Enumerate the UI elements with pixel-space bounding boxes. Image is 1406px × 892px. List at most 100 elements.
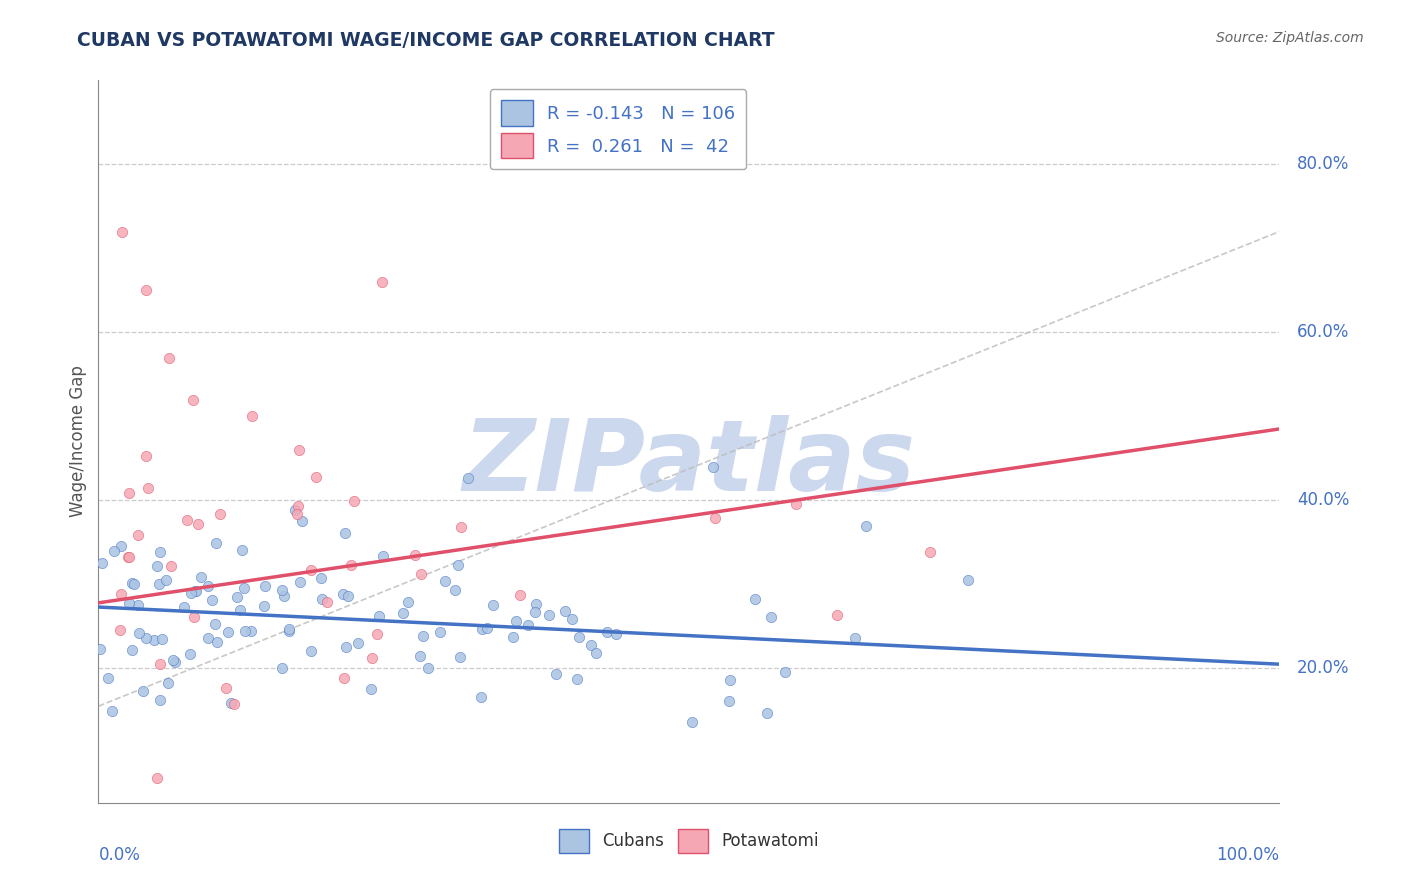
Point [229,603,252,617]
Point [145,559,167,574]
Point [111,225,134,239]
Point [702,459,724,474]
Point [450,519,472,533]
Point [197,632,219,646]
Point [567,672,589,686]
Point [179,647,201,661]
Point [581,638,603,652]
Point [190,570,212,584]
Point [502,630,524,644]
Text: 80.0%: 80.0% [1298,155,1350,173]
Point [299,563,322,577]
Point [226,591,249,605]
Point [333,671,356,685]
Point [291,514,314,528]
Text: ZIPatlas: ZIPatlas [463,415,915,512]
Point [254,579,277,593]
Point [180,586,202,600]
Point [744,591,766,606]
Point [183,610,205,624]
Point [481,599,503,613]
Point [457,471,479,485]
Point [162,653,184,667]
Point [554,604,576,618]
Point [271,582,294,597]
Point [596,625,619,640]
Point [110,587,132,601]
Point [332,587,354,601]
Point [585,646,607,660]
Text: 40.0%: 40.0% [1298,491,1350,509]
Point [155,573,177,587]
Point [343,494,366,508]
Point [347,636,370,650]
Point [523,605,546,619]
Point [149,657,172,671]
Point [366,627,388,641]
Point [207,635,229,649]
Point [605,626,627,640]
Point [418,661,440,675]
Point [135,631,157,645]
Point [288,574,311,589]
Point [785,497,807,511]
Text: 0.0%: 0.0% [98,847,141,864]
Point [148,577,170,591]
Point [108,623,131,637]
Point [360,682,382,697]
Point [285,507,308,521]
Point [505,614,527,628]
Text: 100.0%: 100.0% [1216,847,1279,864]
Point [150,632,173,646]
Legend: Cubans, Potawatomi: Cubans, Potawatomi [553,822,825,860]
Point [392,607,415,621]
Point [371,275,394,289]
Point [204,536,226,550]
Point [149,544,172,558]
Point [232,581,254,595]
Point [89,642,111,657]
Text: Source: ZipAtlas.com: Source: ZipAtlas.com [1216,31,1364,45]
Point [209,507,232,521]
Point [135,449,157,463]
Point [825,607,848,622]
Point [524,597,547,611]
Point [128,626,150,640]
Point [97,671,120,685]
Point [855,518,877,533]
Point [335,640,357,654]
Point [311,592,333,607]
Point [409,567,432,582]
Point [157,351,180,365]
Point [429,625,451,640]
Point [135,283,157,297]
Point [284,503,307,517]
Point [110,540,132,554]
Point [371,549,394,563]
Point [537,608,560,623]
Point [470,690,492,705]
Point [118,486,141,500]
Point [717,694,740,708]
Point [121,643,143,657]
Point [187,517,209,532]
Point [183,583,205,598]
Point [360,651,382,665]
Point [231,542,253,557]
Point [396,595,419,609]
Point [412,629,434,643]
Point [449,649,471,664]
Point [240,409,263,424]
Point [197,579,219,593]
Point [340,558,363,572]
Point [127,528,149,542]
Point [136,482,159,496]
Point [447,558,470,572]
Point [561,612,583,626]
Point [444,582,467,597]
Point [471,623,494,637]
Point [149,692,172,706]
Point [204,617,226,632]
Point [509,588,531,602]
Point [404,548,426,562]
